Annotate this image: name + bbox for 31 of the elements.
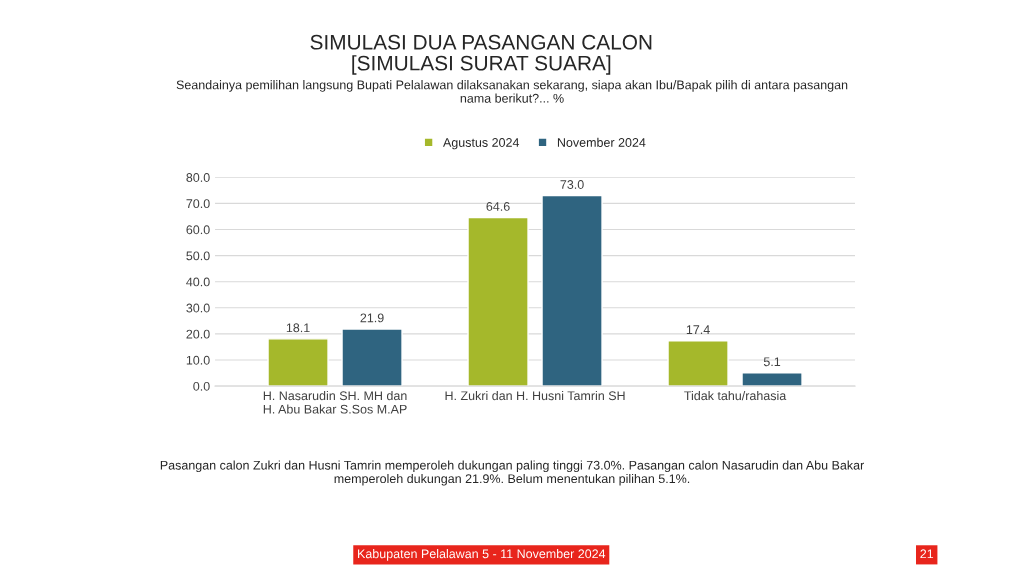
chart-title: SIMULASI DUA PASANGAN CALON [SIMULASI SURAT SUARA]: [310, 34, 652, 75]
y-tick-label: 70.0: [186, 199, 210, 209]
y-tick-label: 50.0: [186, 251, 210, 261]
y-tick-label: 0.0: [193, 381, 210, 391]
y-tick-label: 40.0: [186, 277, 210, 287]
y-tick-label: 60.0: [186, 225, 210, 235]
text: Kabupaten Pelalawan 5 - 11 November 2024: [358, 549, 606, 561]
bar: [341, 328, 403, 387]
data-label: 17.4: [686, 325, 710, 334]
data-label: 18.1: [286, 323, 310, 333]
text: Pasangan calon Zukri dan Husni Tamrin memperoleh dukungan paling tinggi 73.0%. Pasangan calon Nasarudin dan Abu Bakar memperoleh dukungan 21.9%. Belum menentukan pilihan 5.1%.: [160, 460, 865, 486]
chart-subtitle: Seandainya pemilihan langsung Bupati Pelalawan dilaksanakan sekarang, siapa akan Ibu/Bapak pilih di antara pasangan nama berikut?... %: [176, 80, 848, 103]
y-tick-label: 10.0: [186, 355, 210, 365]
bar: [741, 372, 803, 387]
text: 21: [920, 549, 934, 559]
y-tick-label: 20.0: [186, 329, 210, 339]
x-tick-label: H. Zukri dan H. Husni Tamrin SH: [445, 390, 625, 401]
bar: [541, 194, 603, 387]
y-tick-label: 80.0: [186, 173, 210, 182]
data-label: 73.0: [560, 180, 584, 189]
data-label: 64.6: [486, 202, 510, 211]
data-label: 21.9: [360, 313, 384, 323]
x-tick-label: Tidak tahu/rahasia: [684, 390, 787, 401]
legend-label: November 2024: [557, 137, 646, 147]
bar: [267, 338, 329, 387]
x-tick-label: H. Nasarudin SH. MH dan H. Abu Bakar S.Sos M.AP: [263, 390, 407, 414]
legend-label: Agustus 2024: [443, 138, 520, 150]
bar: [667, 339, 729, 387]
y-tick-label: 30.0: [186, 303, 210, 313]
bar: [467, 216, 529, 387]
data-label: 5.1: [763, 357, 781, 367]
